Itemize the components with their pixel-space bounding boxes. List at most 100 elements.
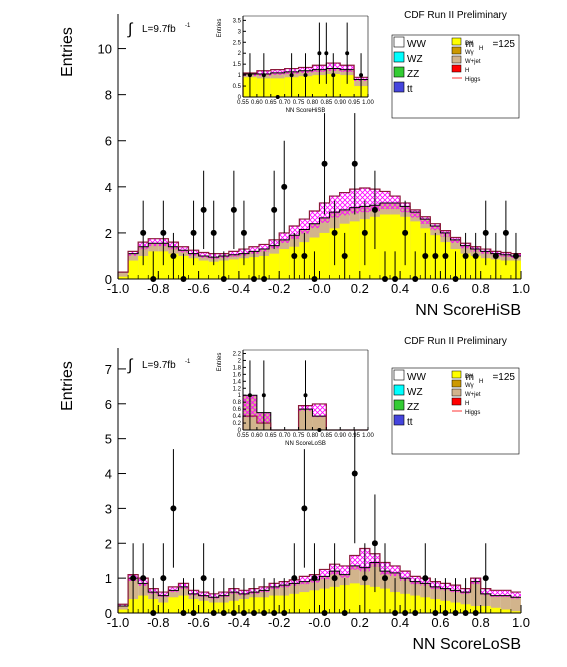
bar-uncertainty [510, 592, 521, 599]
data-point [412, 276, 419, 282]
data-point [502, 229, 509, 236]
inset-bar-uncertainty [270, 69, 285, 75]
data-point [452, 610, 459, 616]
inset-y-tick-label: 0.8 [233, 400, 242, 406]
chart-panel-hisb: -1.0 -0.8 -0.6 -0.4 -0.2 -0.0 0.2 0.4 0.6 0.8 1.00… [59, 8, 530, 319]
bar-wjet [490, 595, 501, 613]
inset-x-tick-label: 0.75 [293, 100, 305, 106]
inset-data-point [289, 73, 294, 78]
legend-label-right-0: DY [465, 374, 473, 380]
y-tick-label: 0 [105, 606, 112, 621]
data-point [170, 252, 177, 259]
x-tick-label: -0.2 [268, 281, 290, 296]
legend-swatch-right-0 [451, 370, 462, 379]
inset-x-axis-title: NN ScoreHiSB [286, 108, 326, 114]
inset-data-point [247, 73, 252, 78]
inset-x-tick-label: 0.90 [334, 433, 346, 439]
data-point [341, 252, 348, 259]
x-tick-label: -0.6 [187, 281, 209, 296]
data-point [160, 575, 167, 582]
data-point [130, 575, 137, 582]
data-point [412, 610, 419, 616]
bar-dy [390, 214, 401, 279]
x-tick-label: -0.0 [308, 281, 330, 296]
bar-uncertainty [248, 246, 260, 254]
bar-uncertainty [228, 251, 239, 257]
bar-dy [168, 597, 179, 613]
data-point [402, 610, 409, 616]
inset-line-signal [242, 62, 368, 97]
bar-uncertainty [420, 216, 431, 224]
data-point [472, 610, 479, 616]
data-point [230, 610, 237, 616]
data-point [180, 276, 187, 282]
legend-swatch-2 [393, 399, 405, 411]
legend-label-right-3: H [465, 401, 469, 407]
data-point [452, 276, 459, 282]
data-point [311, 276, 318, 282]
header-box [392, 334, 519, 347]
x-tick-label: 0.2 [351, 615, 369, 630]
bar-dy [128, 260, 139, 279]
inset-x-tick-label: 0.90 [334, 100, 346, 106]
bar-dy [269, 253, 280, 279]
bar-dy [319, 232, 330, 279]
y-tick-label: 10 [98, 42, 112, 57]
inset-x-tick-label: 0.60 [251, 433, 263, 439]
bar-wjet [510, 597, 521, 613]
bar-uncertainty [359, 187, 370, 213]
data-point [150, 276, 157, 282]
bar-uncertainty [339, 192, 350, 216]
data-point [281, 183, 288, 190]
bar-dy [138, 255, 149, 279]
legend-label-right-3: H [465, 68, 469, 74]
data-point [402, 229, 409, 236]
data-point [251, 610, 258, 616]
chart-panel-losb: -1.0 -0.8 -0.6 -0.4 -0.2 -0.0 0.2 0.4 0.6 0.8 1.00… [59, 334, 530, 653]
header-box [392, 8, 519, 21]
inset-y-tick-label: 0 [238, 428, 242, 434]
luminosity-exponent: -1 [185, 23, 191, 29]
data-point [261, 276, 268, 282]
legend-swatch-2 [393, 66, 405, 78]
mass-label: m [466, 39, 474, 50]
x-tick-label: -0.8 [147, 281, 169, 296]
inset-data-point [345, 51, 350, 56]
data-point [200, 575, 207, 582]
inset-x-tick-label: 1.00 [362, 433, 374, 439]
x-tick-label: -0.6 [187, 615, 209, 630]
bar-uncertainty [400, 571, 411, 581]
y-tick-label: 4 [105, 180, 112, 195]
data-point [281, 610, 288, 616]
legend-swatch-right-1 [451, 379, 462, 388]
y-tick-label: 2 [105, 536, 112, 551]
bar-dy [369, 586, 380, 613]
inset-y-tick-label: 1.8 [233, 365, 242, 371]
x-tick-label: -1.0 [107, 281, 129, 296]
x-tick-label: 0.6 [431, 615, 449, 630]
data-point [462, 252, 469, 259]
bar-dy [490, 607, 501, 613]
inset-y-axis-title: Entries [217, 353, 223, 372]
y-tick-label: 3 [105, 501, 112, 516]
y-tick-label: 2 [105, 226, 112, 241]
x-tick-label: -0.8 [147, 615, 169, 630]
inset-x-tick-label: 0.55 [237, 100, 249, 106]
data-point [210, 610, 217, 616]
bar-uncertainty [379, 191, 391, 210]
inset-x-tick-label: 0.85 [320, 100, 332, 106]
data-point [150, 610, 157, 616]
data-point [351, 160, 358, 167]
header-label: CDF Run II Preliminary [404, 10, 507, 21]
inset-y-tick-label: 3 [238, 29, 242, 35]
data-point [210, 229, 217, 236]
data-point [180, 610, 187, 616]
inset-x-tick-label: 0.60 [251, 100, 263, 106]
legend-swatch-3 [393, 81, 405, 93]
header-label: CDF Run II Preliminary [404, 336, 507, 347]
legend-swatch-0 [393, 36, 405, 48]
x-tick-label: 0.4 [391, 281, 409, 296]
data-point [331, 229, 338, 236]
inset-bar-dy [312, 75, 327, 97]
inset-bar-dy [340, 75, 355, 97]
